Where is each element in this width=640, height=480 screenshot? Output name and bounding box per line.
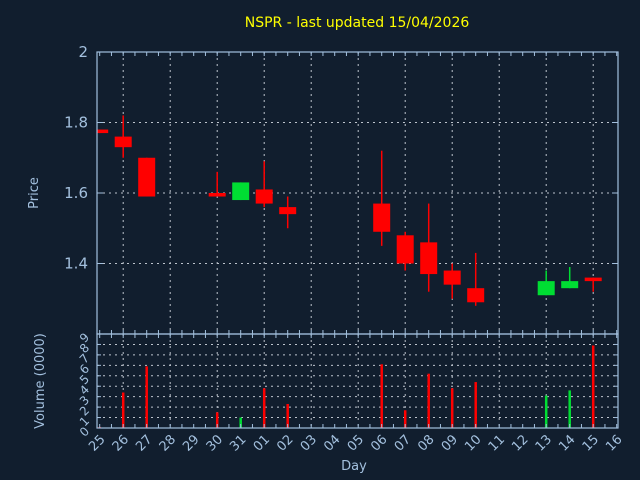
volume-plot-frame <box>96 333 619 429</box>
candle-body-10 <box>467 288 485 303</box>
candle-body-13 <box>537 281 555 296</box>
volume-bar-26 <box>121 392 125 428</box>
volume-bar-07 <box>403 410 407 428</box>
x-tick-label: 01 <box>251 432 273 454</box>
price-tick-label: 2 <box>78 43 88 61</box>
x-axis-label: Day <box>341 459 367 474</box>
candle-body-02 <box>279 207 297 215</box>
x-tick-label: 09 <box>439 432 461 454</box>
x-tick-label: 02 <box>274 432 296 454</box>
x-tick-label: 04 <box>321 432 343 454</box>
price-tick-label: 1.6 <box>64 184 88 202</box>
candle-body-08 <box>420 242 438 275</box>
x-tick-label: 11 <box>486 432 508 454</box>
x-tick-label: 31 <box>227 432 249 454</box>
x-tick-label: 16 <box>603 432 625 454</box>
volume-bar-08 <box>427 373 430 428</box>
series-layer <box>97 115 602 428</box>
candles-group <box>97 115 602 306</box>
candle-body-31 <box>232 182 250 201</box>
candle-body-09 <box>443 270 461 285</box>
x-tick-label: 14 <box>556 432 578 454</box>
x-tick-label: 05 <box>345 432 367 454</box>
volume-bar-01 <box>262 388 266 428</box>
candle-body-25 <box>97 129 109 134</box>
x-tick-label: 15 <box>580 432 602 454</box>
price-tick-label: 1.8 <box>64 114 88 132</box>
x-tick-label: 06 <box>368 432 390 454</box>
x-tick-label: 26 <box>110 432 132 454</box>
volume-bar-10 <box>474 382 477 428</box>
candle-body-26 <box>114 136 132 148</box>
volume-axis-label: Volume (0000) <box>33 333 48 429</box>
x-tick-label: 03 <box>298 432 320 454</box>
price-tick-label: 1.4 <box>64 255 88 273</box>
x-tick-label: 12 <box>509 432 531 454</box>
price-axis-label: Price <box>27 177 42 209</box>
chart-title: NSPR - last updated 15/04/2026 <box>245 15 470 31</box>
candle-body-06 <box>373 203 391 232</box>
volume-bar-14 <box>568 390 571 428</box>
volume-bar-27 <box>145 366 148 428</box>
candle-body-14 <box>561 281 579 289</box>
x-tick-label: 07 <box>392 432 414 454</box>
x-tick-label: 29 <box>180 432 202 454</box>
gridlines-layer <box>97 52 618 428</box>
volume-bar-13 <box>544 395 548 428</box>
candle-body-15 <box>584 277 602 282</box>
volume-bar-30 <box>215 412 219 428</box>
candle-body-30 <box>208 193 226 197</box>
volume-bar-15 <box>591 345 595 428</box>
x-tick-label: 10 <box>462 432 484 454</box>
x-tick-label: 27 <box>133 432 155 454</box>
x-tick-label: 08 <box>415 432 437 454</box>
x-tick-label: 28 <box>157 432 179 454</box>
volume-bar-09 <box>450 388 454 428</box>
volume-bar-06 <box>380 364 383 428</box>
x-tick-label: 13 <box>533 432 555 454</box>
volume-bar-31 <box>239 417 242 428</box>
candle-body-01 <box>255 189 273 204</box>
axes-layer <box>96 51 619 429</box>
candle-body-27 <box>138 157 156 197</box>
x-tick-label: 30 <box>204 432 226 454</box>
volume-bar-02 <box>286 403 289 428</box>
candle-body-07 <box>396 235 414 264</box>
